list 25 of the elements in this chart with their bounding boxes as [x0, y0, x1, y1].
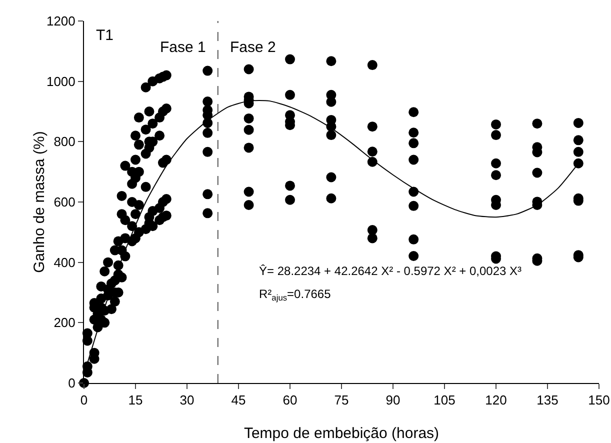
annotation: R²$_{ajus}$=0.7665 — [259, 287, 332, 303]
x-tick-label: 135 — [536, 392, 558, 408]
annotation: Ŷ= 28.2234 + 42.2642 X² - 0.5972 X² + 0,0023 X³ — [259, 264, 522, 278]
annotation: Fase 1 — [160, 39, 206, 56]
y-tick-label: 1200 — [46, 14, 76, 29]
x-tick-label: 120 — [485, 392, 507, 408]
y-tick-label: 800 — [54, 134, 76, 150]
x-axis-title: Tempo de embebição (horas) — [244, 425, 440, 442]
x-tick-label: 150 — [588, 392, 610, 408]
x-tick-label: 15 — [128, 392, 143, 408]
y-tick-label: 400 — [54, 254, 76, 270]
annotation: T1 — [96, 27, 114, 44]
x-tick-label: 90 — [386, 392, 400, 408]
y-tick-label: 1000 — [46, 74, 76, 89]
x-tick-label: 45 — [231, 392, 246, 408]
y-tick-label: 200 — [54, 315, 76, 330]
x-tick-label: 30 — [180, 392, 194, 408]
x-tick-label: 75 — [334, 392, 349, 408]
y-tick-label: 0 — [68, 376, 76, 391]
x-tick-label: 0 — [80, 392, 88, 408]
y-axis-title: Ganho de massa (%) — [31, 131, 48, 273]
x-tick-label: 60 — [282, 392, 298, 408]
y-tick-label: 600 — [54, 194, 76, 210]
x-tick-label: 105 — [434, 392, 456, 408]
annotation: Fase 2 — [230, 39, 276, 56]
